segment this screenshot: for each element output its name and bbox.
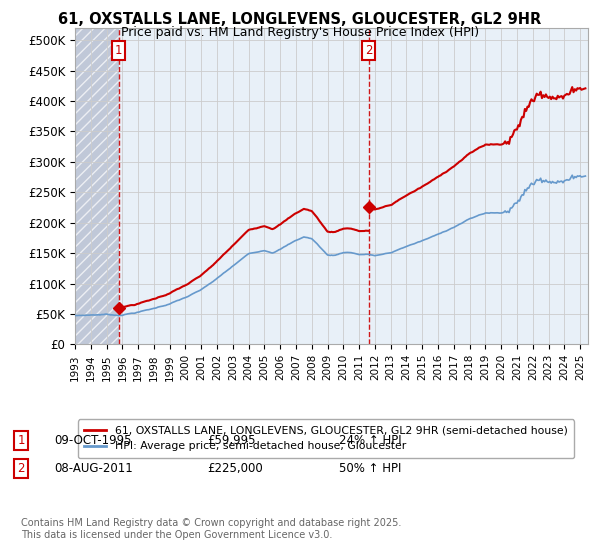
Text: £225,000: £225,000 bbox=[207, 462, 263, 475]
Text: 2: 2 bbox=[365, 44, 373, 57]
Text: 24% ↑ HPI: 24% ↑ HPI bbox=[339, 434, 401, 447]
Text: 61, OXSTALLS LANE, LONGLEVENS, GLOUCESTER, GL2 9HR: 61, OXSTALLS LANE, LONGLEVENS, GLOUCESTE… bbox=[58, 12, 542, 27]
Text: 1: 1 bbox=[115, 44, 122, 57]
Text: 1: 1 bbox=[17, 434, 25, 447]
Text: Price paid vs. HM Land Registry's House Price Index (HPI): Price paid vs. HM Land Registry's House … bbox=[121, 26, 479, 39]
Text: 50% ↑ HPI: 50% ↑ HPI bbox=[339, 462, 401, 475]
Text: £59,995: £59,995 bbox=[207, 434, 256, 447]
Text: 08-AUG-2011: 08-AUG-2011 bbox=[54, 462, 133, 475]
Text: 2: 2 bbox=[17, 462, 25, 475]
Text: 09-OCT-1995: 09-OCT-1995 bbox=[54, 434, 131, 447]
Text: Contains HM Land Registry data © Crown copyright and database right 2025.
This d: Contains HM Land Registry data © Crown c… bbox=[21, 518, 401, 540]
Legend: 61, OXSTALLS LANE, LONGLEVENS, GLOUCESTER, GL2 9HR (semi-detached house), HPI: A: 61, OXSTALLS LANE, LONGLEVENS, GLOUCESTE… bbox=[78, 419, 574, 458]
